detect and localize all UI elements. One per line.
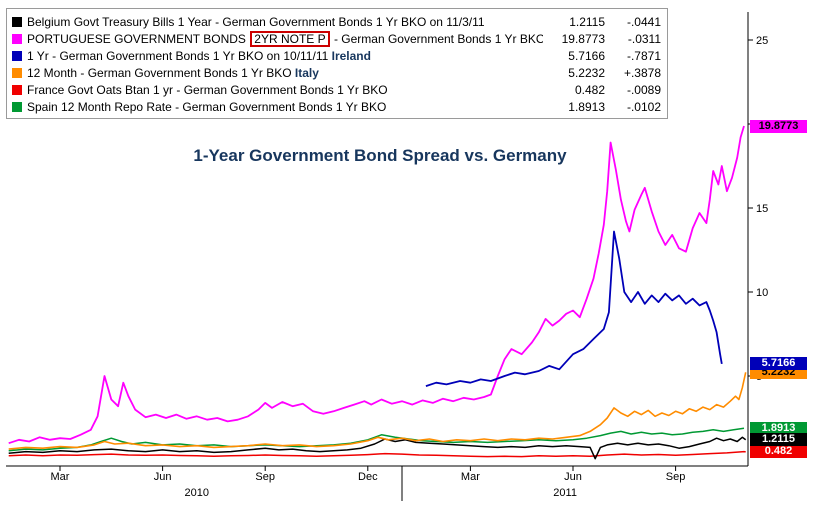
x-tick-label-5: Jun bbox=[564, 471, 582, 483]
legend-value-belgium: 1.2115 bbox=[569, 14, 605, 29]
portugal-series-swatch bbox=[12, 33, 22, 44]
price-badge-france: 0.482 bbox=[750, 445, 807, 458]
y-tick-label-15: 15 bbox=[756, 203, 768, 215]
legend-change-italy: +.3878 bbox=[623, 65, 661, 80]
legend-value-ireland: 5.7166 bbox=[568, 48, 605, 63]
annotation-red-box: 2YR NOTE P bbox=[250, 30, 330, 47]
series-line-belgium bbox=[8, 436, 747, 460]
price-badge-portugal: 19.8773 bbox=[750, 120, 807, 133]
year-label-2010: 2010 bbox=[185, 487, 209, 499]
legend-row-spain[interactable]: Spain 12 Month Repo Rate - German Govern… bbox=[11, 98, 661, 115]
legend-label-spain: Spain 12 Month Repo Rate - German Govern… bbox=[27, 99, 387, 114]
legend-label-portugal-post: - German Government Bonds 1 Yr BKO bbox=[330, 31, 543, 46]
legend-label-portugal-pre: PORTUGUESE GOVERNMENT BONDS bbox=[27, 31, 250, 46]
x-tick-label-4: Mar bbox=[461, 471, 480, 483]
spain-series-swatch bbox=[12, 101, 22, 112]
series-line-france bbox=[8, 450, 746, 458]
legend-label-france: France Govt Oats Btan 1 yr - German Gove… bbox=[27, 82, 388, 97]
legend-row-portugal[interactable]: PORTUGUESE GOVERNMENT BONDS 2YR NOTE P -… bbox=[11, 30, 661, 47]
legend-row-belgium[interactable]: Belgium Govt Treasury Bills 1 Year - Ger… bbox=[11, 13, 661, 30]
legend-value-spain: 1.8913 bbox=[568, 99, 605, 114]
legend-change-france: -.0089 bbox=[626, 82, 661, 97]
series-line-spain bbox=[8, 427, 745, 452]
italy-series-swatch bbox=[12, 67, 22, 78]
france-series-swatch bbox=[12, 84, 22, 95]
y-tick-label-10: 10 bbox=[756, 287, 768, 299]
legend-label-italy: 12 Month - German Government Bonds 1 Yr … bbox=[27, 66, 543, 80]
legend-change-ireland: -.7871 bbox=[626, 48, 661, 63]
chart-title: 1-Year Government Bond Spread vs. German… bbox=[193, 146, 567, 165]
x-tick-label-2: Sep bbox=[255, 471, 275, 483]
series-line-portugal bbox=[8, 125, 745, 445]
y-tick-label-25: 25 bbox=[756, 35, 768, 47]
price-badge-ireland: 5.7166 bbox=[750, 357, 807, 370]
price-badge-spain: 1.8913 bbox=[750, 422, 807, 435]
legend-row-italy[interactable]: 12 Month - German Government Bonds 1 Yr … bbox=[11, 64, 661, 81]
series-line-italy bbox=[8, 372, 747, 450]
legend-label-portugal: PORTUGUESE GOVERNMENT BONDS 2YR NOTE P -… bbox=[27, 30, 543, 47]
legend-label-italy-text: 12 Month - German Government Bonds 1 Yr … bbox=[27, 65, 295, 80]
country-tag-italy: Italy bbox=[294, 65, 319, 80]
legend-label-ireland: 1 Yr - German Government Bonds 1 Yr BKO … bbox=[27, 49, 543, 63]
series-line-ireland bbox=[425, 230, 723, 387]
legend-row-ireland[interactable]: 1 Yr - German Government Bonds 1 Yr BKO … bbox=[11, 47, 661, 64]
legend-value-italy: 5.2232 bbox=[568, 65, 605, 80]
x-tick-label-1: Jun bbox=[154, 471, 172, 483]
ireland-series-swatch bbox=[12, 50, 22, 61]
legend-label-belgium: Belgium Govt Treasury Bills 1 Year - Ger… bbox=[27, 14, 485, 29]
belgium-series-swatch bbox=[12, 16, 22, 27]
legend-change-portugal: -.0311 bbox=[627, 31, 661, 46]
legend-row-france[interactable]: France Govt Oats Btan 1 yr - German Gove… bbox=[11, 81, 661, 98]
price-badge-belgium: 1.2115 bbox=[750, 433, 807, 446]
legend-label-ireland-text: 1 Yr - German Government Bonds 1 Yr BKO … bbox=[27, 48, 332, 63]
x-tick-label-3: Dec bbox=[358, 471, 378, 483]
x-tick-label-6: Sep bbox=[666, 471, 686, 483]
x-tick-label-0: Mar bbox=[51, 471, 70, 483]
legend-panel: Belgium Govt Treasury Bills 1 Year - Ger… bbox=[6, 8, 668, 119]
legend-change-spain: -.0102 bbox=[626, 99, 661, 114]
legend-value-france: 0.482 bbox=[574, 82, 605, 97]
legend-change-belgium: -.0441 bbox=[626, 14, 661, 29]
year-label-2011: 2011 bbox=[553, 487, 577, 499]
country-tag-ireland: Ireland bbox=[331, 48, 371, 63]
legend-value-portugal: 19.8773 bbox=[561, 31, 605, 46]
